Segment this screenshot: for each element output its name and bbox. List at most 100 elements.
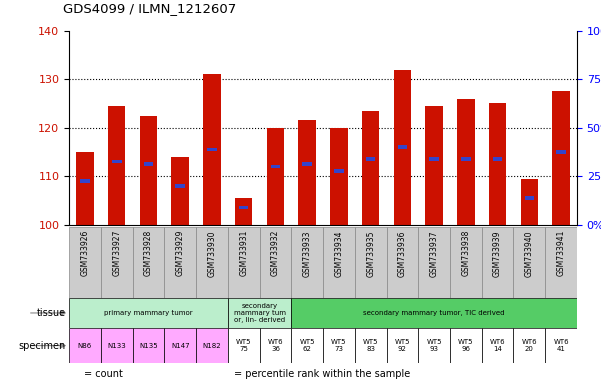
Text: GDS4099 / ILMN_1212607: GDS4099 / ILMN_1212607 — [63, 2, 236, 15]
Bar — [513, 328, 545, 363]
Bar — [164, 227, 196, 298]
Bar — [394, 70, 411, 225]
Text: N135: N135 — [139, 343, 158, 349]
Text: WT6
36: WT6 36 — [267, 339, 283, 352]
Text: N182: N182 — [203, 343, 221, 349]
Text: GSM733941: GSM733941 — [557, 230, 566, 276]
Bar — [239, 206, 248, 210]
Text: WT6
41: WT6 41 — [554, 339, 569, 352]
Bar — [489, 103, 506, 225]
Bar — [429, 157, 439, 161]
Text: GSM733927: GSM733927 — [112, 230, 121, 276]
Bar — [482, 328, 513, 363]
Bar — [493, 157, 502, 161]
Bar — [267, 128, 284, 225]
Bar — [323, 227, 355, 298]
Bar — [386, 227, 418, 298]
Text: N147: N147 — [171, 343, 189, 349]
Text: GSM733938: GSM733938 — [462, 230, 471, 276]
Bar — [457, 99, 475, 225]
Text: WT5
75: WT5 75 — [236, 339, 251, 352]
Text: GSM733934: GSM733934 — [334, 230, 343, 276]
Bar — [112, 160, 121, 164]
Bar — [203, 74, 221, 225]
Bar — [557, 150, 566, 154]
Bar — [270, 165, 280, 168]
Bar — [175, 184, 185, 188]
Bar — [291, 328, 323, 363]
Text: N86: N86 — [78, 343, 92, 349]
Bar — [228, 298, 291, 328]
Text: = count: = count — [84, 369, 123, 379]
Bar — [355, 328, 386, 363]
Text: GSM733940: GSM733940 — [525, 230, 534, 276]
Text: GSM733933: GSM733933 — [303, 230, 312, 276]
Text: primary mammary tumor: primary mammary tumor — [104, 310, 193, 316]
Bar — [235, 198, 252, 225]
Text: WT5
83: WT5 83 — [363, 339, 379, 352]
Bar — [461, 157, 471, 161]
Bar — [450, 328, 482, 363]
Text: N133: N133 — [108, 343, 126, 349]
Bar — [513, 227, 545, 298]
Text: GSM733932: GSM733932 — [271, 230, 280, 276]
Bar — [171, 157, 189, 225]
Bar — [144, 162, 153, 166]
Bar — [140, 116, 157, 225]
Text: WT6
14: WT6 14 — [490, 339, 505, 352]
Bar — [69, 298, 228, 328]
Text: GSM733930: GSM733930 — [207, 230, 216, 276]
Bar — [418, 328, 450, 363]
Bar — [108, 106, 126, 225]
Bar — [291, 298, 577, 328]
Bar — [525, 196, 534, 200]
Bar — [228, 328, 260, 363]
Bar — [228, 227, 260, 298]
Text: secondary mammary tumor, TIC derived: secondary mammary tumor, TIC derived — [364, 310, 505, 316]
Bar — [366, 157, 376, 161]
Text: WT5
62: WT5 62 — [299, 339, 315, 352]
Text: GSM733937: GSM733937 — [430, 230, 439, 276]
Bar — [323, 328, 355, 363]
Text: GSM733931: GSM733931 — [239, 230, 248, 276]
Bar — [545, 227, 577, 298]
Bar — [398, 145, 407, 149]
Bar — [260, 328, 291, 363]
Bar — [101, 328, 133, 363]
Bar — [355, 227, 386, 298]
Text: tissue: tissue — [37, 308, 66, 318]
Bar — [520, 179, 538, 225]
Bar — [426, 106, 443, 225]
Text: GSM733929: GSM733929 — [175, 230, 185, 276]
Bar — [362, 111, 379, 225]
Bar — [291, 227, 323, 298]
Text: GSM733935: GSM733935 — [366, 230, 375, 276]
Bar — [334, 169, 344, 173]
Bar — [299, 121, 316, 225]
Bar — [69, 227, 101, 298]
Bar — [386, 328, 418, 363]
Bar — [450, 227, 482, 298]
Bar — [133, 328, 164, 363]
Bar — [101, 227, 133, 298]
Bar — [164, 328, 196, 363]
Text: GSM733939: GSM733939 — [493, 230, 502, 276]
Text: GSM733928: GSM733928 — [144, 230, 153, 276]
Bar — [80, 179, 90, 183]
Bar — [482, 227, 513, 298]
Text: WT5
92: WT5 92 — [395, 339, 410, 352]
Bar — [418, 227, 450, 298]
Bar — [552, 91, 570, 225]
Bar — [76, 152, 94, 225]
Text: secondary
mammary tum
or, lin- derived: secondary mammary tum or, lin- derived — [234, 303, 285, 323]
Text: WT5
73: WT5 73 — [331, 339, 347, 352]
Bar — [545, 328, 577, 363]
Text: WT5
96: WT5 96 — [458, 339, 474, 352]
Bar — [207, 148, 217, 151]
Bar — [69, 328, 101, 363]
Bar — [133, 227, 164, 298]
Bar — [260, 227, 291, 298]
Bar — [330, 128, 347, 225]
Text: specimen: specimen — [19, 341, 66, 351]
Text: WT6
20: WT6 20 — [522, 339, 537, 352]
